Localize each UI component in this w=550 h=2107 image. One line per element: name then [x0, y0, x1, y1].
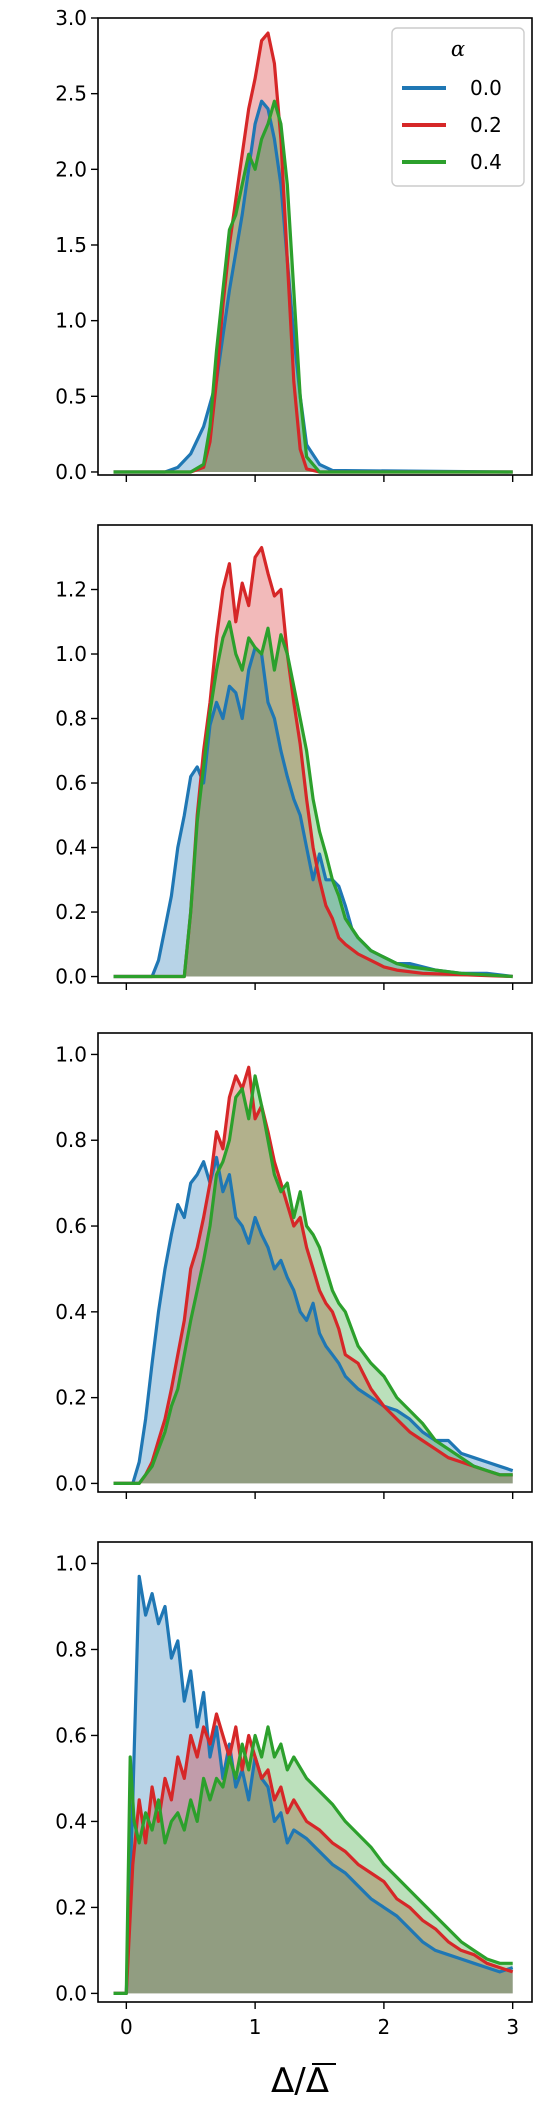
plot-area [113, 545, 513, 979]
y-tick-label: 0.2 [55, 1386, 87, 1410]
x-tick-label: 2 [378, 2015, 391, 2039]
y-tick-label: 0.6 [55, 1214, 87, 1238]
x-tick-label: 0 [120, 2015, 133, 2039]
y-tick-label: 0.2 [55, 900, 87, 924]
series-line-0.0 [113, 1155, 514, 1486]
y-tick-label: 0.4 [55, 1300, 87, 1324]
y-tick-label: 0.8 [55, 1637, 87, 1661]
legend-label-0.0: 0.0 [470, 76, 502, 100]
series-fill-0.0 [113, 1157, 513, 1484]
panel-3: 0.0 0.2 0.4 0.6 0.8 1.0 [55, 1032, 533, 1499]
series-line-0.4 [113, 1725, 513, 1996]
y-tick-label: 1.2 [55, 578, 87, 602]
series-line-0.2 [113, 545, 513, 979]
y-tick-label: 1.0 [55, 1042, 87, 1066]
series-line-0.2 [113, 1065, 513, 1486]
y-tick-label: 0.4 [55, 836, 87, 860]
legend-box [391, 27, 525, 187]
series-line-0.2 [113, 1712, 514, 1996]
axes-frame [97, 524, 533, 984]
axes-frame [97, 17, 533, 476]
y-tick-label: 0.8 [55, 707, 87, 731]
y-tick-label: 1.5 [55, 233, 87, 257]
y-tick-label: 0.6 [55, 771, 87, 795]
y-tick-label: 2.0 [55, 157, 87, 181]
panel-4: 0.0 0.2 0.4 0.6 0.8 1.0 0 1 2 3 [55, 1541, 533, 2039]
series-line-0.4 [113, 1074, 513, 1486]
panel-2: 0.0 0.2 0.4 0.6 0.8 1.0 1.2 [55, 524, 533, 990]
axes-frame [97, 1032, 533, 1493]
y-tick-label: 0.2 [55, 1895, 87, 1919]
y-tick-label: 1.0 [55, 1551, 87, 1575]
legend: α0.0 0.2 0.4 [391, 27, 525, 187]
x-tick-label: 1 [249, 2015, 262, 2039]
y-tick-label: 1.0 [55, 309, 87, 333]
y-tick-label: 2.5 [55, 82, 87, 106]
plot-area [113, 31, 513, 474]
series-line-0.2 [113, 31, 513, 474]
series-fill-0.0 [113, 1576, 513, 1994]
x-axis-label: Δ/Δ [271, 2061, 329, 2101]
y-tick-label: 0.5 [55, 384, 87, 408]
series-line-0.4 [113, 620, 513, 979]
y-tick-label: 0.8 [55, 1128, 87, 1152]
legend-title: α [451, 37, 465, 61]
plot-area [113, 1065, 514, 1486]
y-tick-label: 1.0 [55, 642, 87, 666]
y-tick-label: 0.0 [55, 460, 87, 484]
series-fill-0.4 [113, 1075, 513, 1484]
series-fill-0.0 [113, 647, 513, 977]
y-tick-label: 0.0 [55, 1981, 87, 2005]
axes-frame [97, 1541, 533, 2003]
plot-area [113, 1574, 514, 1996]
y-tick-label: 0.4 [55, 1809, 87, 1833]
legend-label-0.4: 0.4 [470, 150, 502, 174]
legend-label-0.2: 0.2 [470, 113, 502, 137]
series-line-0.4 [113, 99, 513, 474]
y-tick-label: 0.6 [55, 1723, 87, 1747]
x-tick-label: 3 [506, 2015, 519, 2039]
y-tick-label: 3.0 [55, 6, 87, 30]
y-tick-label: 0.0 [55, 965, 87, 989]
panel-1: 0.00.51.01.52.02.53.0α0.00.20.4 [55, 6, 533, 484]
y-tick-label: 0.0 [55, 1471, 87, 1495]
series-fill-0.2 [113, 547, 513, 977]
